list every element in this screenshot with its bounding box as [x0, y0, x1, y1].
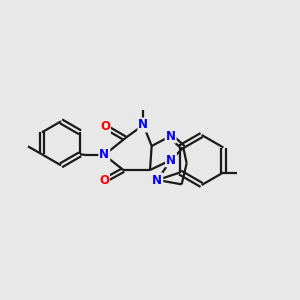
Text: N: N — [166, 154, 176, 166]
Text: N: N — [138, 118, 148, 131]
Text: N: N — [166, 130, 176, 142]
Text: N: N — [99, 148, 109, 161]
Text: O: O — [100, 120, 110, 133]
Text: O: O — [99, 174, 109, 187]
Text: N: N — [152, 173, 162, 187]
